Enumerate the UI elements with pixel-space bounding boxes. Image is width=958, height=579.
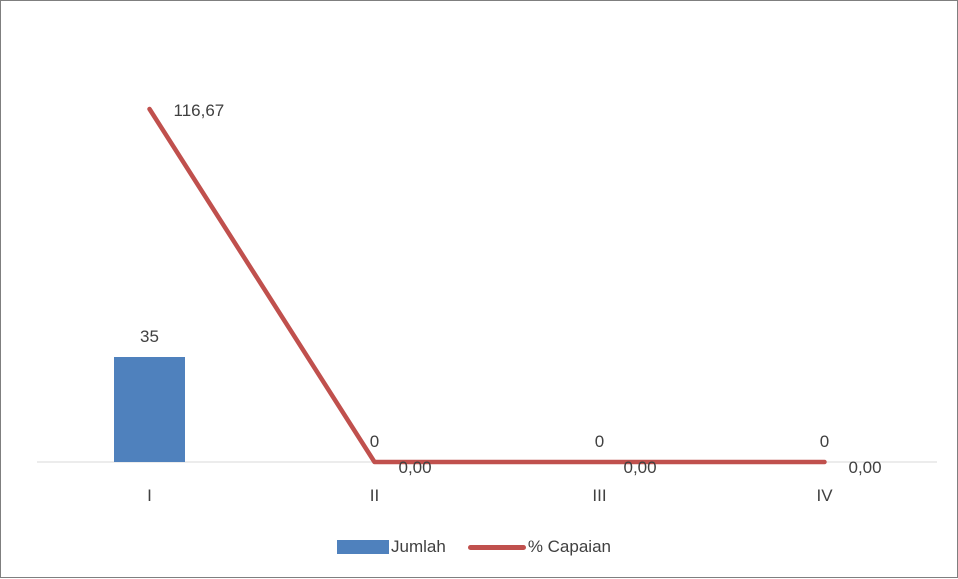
legend-label-capaian: % Capaian [527, 537, 611, 556]
line-series-capaian [147, 106, 827, 465]
legend-item-capaian: % Capaian [467, 537, 611, 557]
legend-swatch-jumlah [337, 540, 389, 554]
legend-label-jumlah: Jumlah [391, 537, 446, 556]
line-data-label: 0,00 [399, 458, 432, 477]
x-tick-label: III [592, 486, 606, 505]
line-data-label: 0,00 [849, 458, 882, 477]
line-data-label: 116,67 [174, 101, 225, 120]
legend-swatch-capaian [467, 544, 526, 550]
bar-I [114, 357, 185, 462]
bar-data-label: 0 [370, 432, 379, 451]
x-tick-label: IV [816, 486, 833, 505]
bar-data-label: 0 [820, 432, 829, 451]
x-tick-label: I [147, 486, 152, 505]
line-data-label: 0,00 [624, 458, 657, 477]
bar-data-label: 35 [140, 327, 159, 346]
legend-item-jumlah: Jumlah [337, 537, 446, 557]
legend: Jumlah % Capaian [337, 537, 611, 557]
x-tick-label: II [370, 486, 379, 505]
bar-data-label: 0 [595, 432, 604, 451]
